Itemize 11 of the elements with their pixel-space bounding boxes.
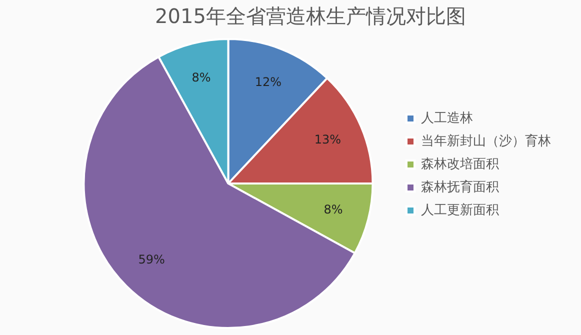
data-label: 8% [192,70,211,85]
legend-label: 森林改培面积 [421,156,499,172]
data-label: 12% [254,74,282,89]
chart-title: 2015年全省营造林生产情况对比图 [155,4,466,28]
legend-label: 人工更新面积 [421,202,499,218]
data-label: 8% [324,202,343,217]
legend-label: 当年新封山（沙）育林 [421,132,551,149]
data-label: 13% [314,132,342,147]
legend-label: 人工造林 [421,110,473,126]
legend-label: 森林抚育面积 [421,178,499,195]
data-label: 59% [138,252,165,266]
